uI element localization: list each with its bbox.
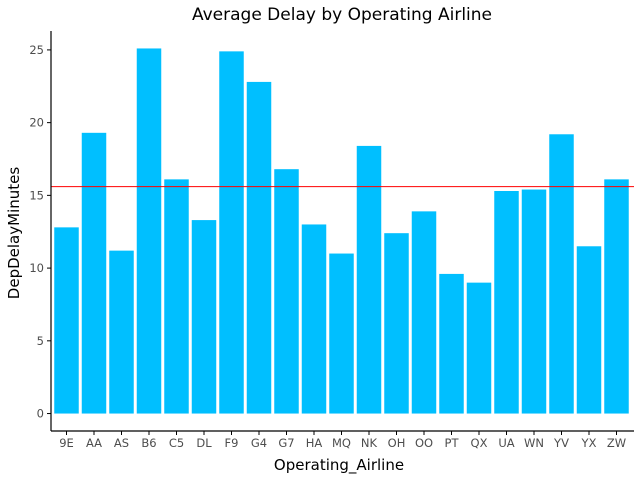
y-tick-label: 5 bbox=[37, 334, 44, 348]
bar-as bbox=[109, 250, 134, 414]
chart-title: Average Delay by Operating Airline bbox=[192, 5, 492, 25]
bar-pt bbox=[439, 273, 464, 414]
y-tick-label: 10 bbox=[29, 261, 44, 275]
x-tick-label: NK bbox=[361, 436, 378, 450]
x-tick-label: QX bbox=[471, 436, 488, 450]
bar-f9 bbox=[219, 51, 244, 414]
bar-wn bbox=[521, 189, 547, 414]
bar-b6 bbox=[136, 48, 162, 414]
bar-g4 bbox=[246, 81, 272, 414]
bar-dl bbox=[191, 220, 217, 414]
bar-yv bbox=[549, 134, 574, 414]
x-tick-label: ZW bbox=[607, 436, 626, 450]
x-tick-label: OH bbox=[388, 436, 406, 450]
y-tick-label: 0 bbox=[37, 407, 44, 421]
y-tick-label: 15 bbox=[29, 188, 44, 202]
bar-ua bbox=[494, 191, 519, 414]
x-tick-label: WN bbox=[524, 436, 544, 450]
y-axis-label: DepDelayMinutes bbox=[5, 167, 23, 300]
bar-zw bbox=[604, 179, 629, 414]
x-ticks-group: 9E AA AS B6 C5 DL F9 G4 G7 HA MQ NK OH OO PT QX UA WN YV YX… bbox=[59, 431, 626, 450]
y-ticks-group: 0 5 10 15 20 25 bbox=[29, 43, 51, 421]
y-tick-label: 20 bbox=[29, 116, 44, 130]
bar-oh bbox=[384, 233, 409, 414]
x-tick-label: OO bbox=[415, 436, 433, 450]
x-tick-label: C5 bbox=[169, 436, 184, 450]
x-tick-label: PT bbox=[445, 436, 460, 450]
bar-c5 bbox=[164, 179, 189, 414]
y-tick-label: 25 bbox=[29, 43, 44, 57]
x-tick-label: 9E bbox=[59, 436, 74, 450]
x-tick-label: F9 bbox=[225, 436, 239, 450]
bar-g7 bbox=[274, 169, 299, 414]
x-tick-label: AA bbox=[86, 436, 102, 450]
x-tick-label: YV bbox=[553, 436, 569, 450]
bar-oo bbox=[411, 211, 437, 414]
x-tick-label: HA bbox=[306, 436, 323, 450]
x-tick-label: G7 bbox=[278, 436, 294, 450]
bar-yx bbox=[576, 246, 602, 414]
bar-mq bbox=[329, 253, 354, 414]
bar-ha bbox=[301, 224, 327, 414]
axes-group bbox=[50, 31, 634, 432]
bar-9e bbox=[54, 227, 79, 414]
x-tick-label: MQ bbox=[332, 436, 351, 450]
x-tick-label: DL bbox=[196, 436, 212, 450]
x-tick-label: UA bbox=[498, 436, 514, 450]
x-tick-label: B6 bbox=[141, 436, 156, 450]
x-axis-label: Operating_Airline bbox=[274, 456, 404, 475]
bars-group bbox=[54, 48, 629, 414]
x-tick-label: YX bbox=[581, 436, 597, 450]
x-tick-label: G4 bbox=[251, 436, 267, 450]
x-tick-label: AS bbox=[114, 436, 129, 450]
bar-nk bbox=[356, 145, 382, 414]
bar-qx bbox=[466, 282, 492, 414]
bar-aa bbox=[81, 132, 107, 414]
